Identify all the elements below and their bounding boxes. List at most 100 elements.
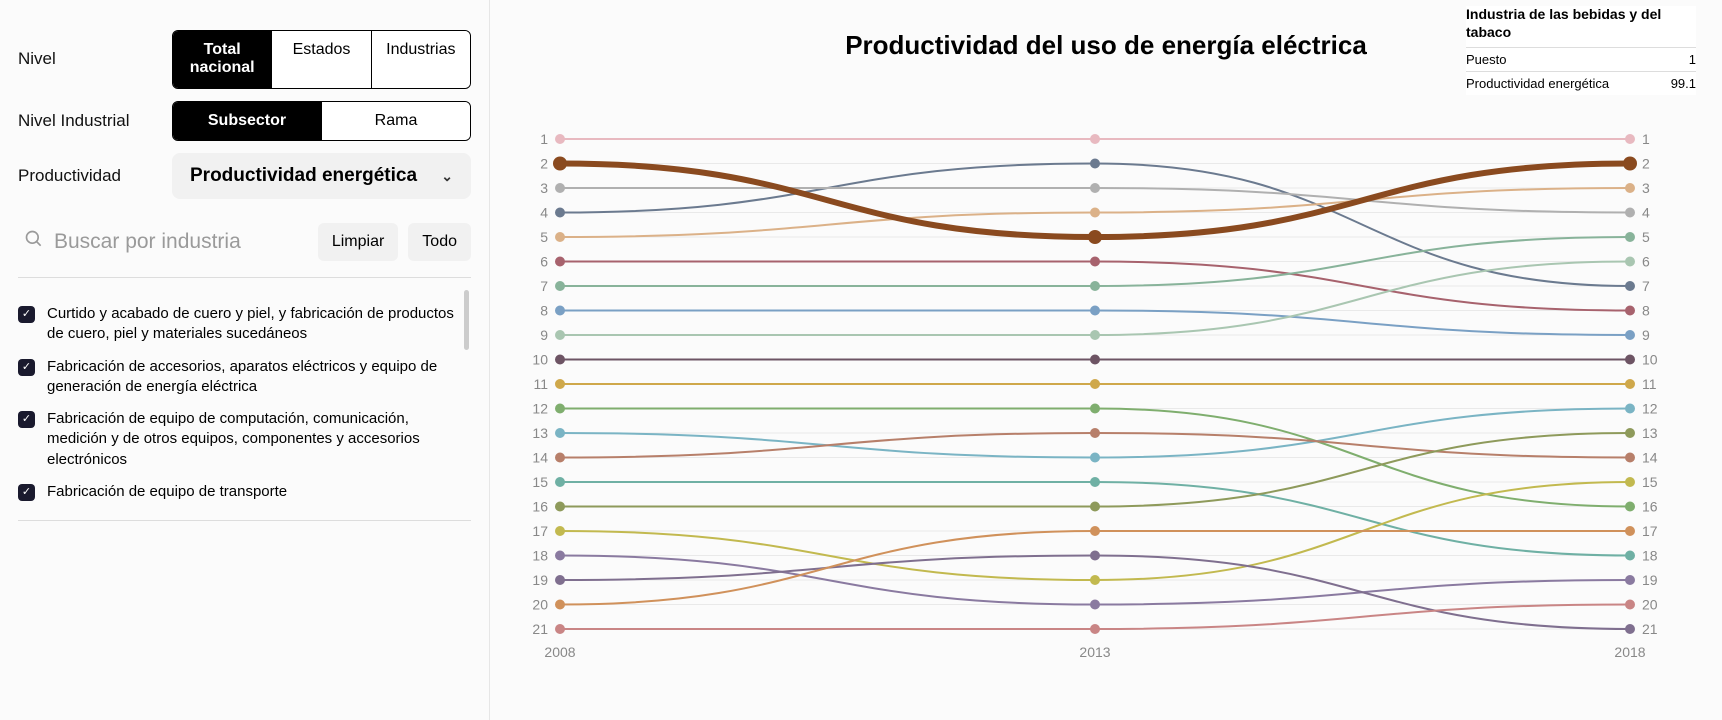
series-dot-12-1[interactable] xyxy=(1090,453,1100,463)
series-dot-15-1[interactable] xyxy=(1090,502,1100,512)
nivel-industrial-option-1[interactable]: Rama xyxy=(322,102,470,140)
series-dot-11-2[interactable] xyxy=(1625,502,1635,512)
series-dot-9-1[interactable] xyxy=(1090,355,1100,365)
limpiar-button[interactable]: Limpiar xyxy=(318,223,398,261)
industry-label-3: Fabricación de equipo de transporte xyxy=(47,482,287,502)
industry-item-1[interactable]: ✓ Fabricación de accesorios, aparatos elé… xyxy=(18,351,461,404)
series-dot-1-2[interactable] xyxy=(1623,157,1637,171)
series-dot-18-2[interactable] xyxy=(1625,624,1635,634)
svg-text:2: 2 xyxy=(1642,156,1650,172)
series-dot-5-0[interactable] xyxy=(555,257,565,267)
svg-text:12: 12 xyxy=(1642,401,1658,417)
industry-checkbox-2[interactable]: ✓ xyxy=(18,411,35,428)
series-dot-12-2[interactable] xyxy=(1625,404,1635,414)
series-dot-11-0[interactable] xyxy=(555,404,565,414)
industry-label-1: Fabricación de accesorios, aparatos eléc… xyxy=(47,357,461,398)
series-dot-5-2[interactable] xyxy=(1625,306,1635,316)
series-dot-6-1[interactable] xyxy=(1090,281,1100,291)
todo-button[interactable]: Todo xyxy=(408,223,471,261)
series-dot-20-0[interactable] xyxy=(555,624,565,634)
industry-item-0[interactable]: ✓Curtido y acabado de cuero y piel, y fa… xyxy=(18,298,461,351)
series-dot-19-1[interactable] xyxy=(1090,526,1100,536)
series-dot-12-0[interactable] xyxy=(555,428,565,438)
svg-text:2: 2 xyxy=(540,156,548,172)
series-dot-9-2[interactable] xyxy=(1625,355,1635,365)
industry-checkbox-3[interactable]: ✓ xyxy=(18,484,35,501)
industry-checkbox-1[interactable]: ✓ xyxy=(18,359,35,376)
series-dot-16-2[interactable] xyxy=(1625,477,1635,487)
series-dot-2-1[interactable] xyxy=(1090,159,1100,169)
series-line-8[interactable] xyxy=(560,262,1630,336)
series-dot-3-2[interactable] xyxy=(1625,208,1635,218)
series-dot-10-2[interactable] xyxy=(1625,379,1635,389)
productividad-dropdown[interactable]: Productividad energética ⌄ xyxy=(172,153,471,199)
series-line-14[interactable] xyxy=(560,482,1630,556)
series-dot-20-2[interactable] xyxy=(1625,600,1635,610)
series-dot-14-1[interactable] xyxy=(1090,477,1100,487)
series-dot-17-0[interactable] xyxy=(555,551,565,561)
series-dot-14-2[interactable] xyxy=(1625,551,1635,561)
productividad-value: Productividad energética xyxy=(190,165,417,187)
series-dot-8-2[interactable] xyxy=(1625,257,1635,267)
series-dot-4-2[interactable] xyxy=(1625,183,1635,193)
series-dot-8-0[interactable] xyxy=(555,330,565,340)
series-dot-7-1[interactable] xyxy=(1090,306,1100,316)
nivel-industrial-option-0[interactable]: Subsector xyxy=(173,102,322,140)
series-dot-5-1[interactable] xyxy=(1090,257,1100,267)
series-dot-18-0[interactable] xyxy=(555,575,565,585)
series-dot-14-0[interactable] xyxy=(555,477,565,487)
series-line-2[interactable] xyxy=(560,164,1630,287)
industry-checkbox-0[interactable]: ✓ xyxy=(18,306,35,323)
bump-chart[interactable]: 1122334455667788991010111112121313141415… xyxy=(510,69,1690,669)
series-dot-2-2[interactable] xyxy=(1625,281,1635,291)
svg-text:4: 4 xyxy=(1642,205,1650,221)
svg-text:2008: 2008 xyxy=(544,644,575,660)
series-dot-16-0[interactable] xyxy=(555,526,565,536)
series-dot-17-1[interactable] xyxy=(1090,600,1100,610)
series-dot-7-0[interactable] xyxy=(555,306,565,316)
series-line-1[interactable] xyxy=(560,164,1630,238)
series-dot-9-0[interactable] xyxy=(555,355,565,365)
nivel-option-2[interactable]: Industrias xyxy=(372,31,470,88)
series-dot-13-1[interactable] xyxy=(1090,428,1100,438)
svg-text:16: 16 xyxy=(532,499,548,515)
series-dot-17-2[interactable] xyxy=(1625,575,1635,585)
series-dot-3-0[interactable] xyxy=(555,183,565,193)
svg-text:13: 13 xyxy=(1642,425,1658,441)
series-dot-19-0[interactable] xyxy=(555,600,565,610)
series-dot-10-0[interactable] xyxy=(555,379,565,389)
series-dot-16-1[interactable] xyxy=(1090,575,1100,585)
svg-text:18: 18 xyxy=(1642,548,1658,564)
industry-list[interactable]: ✓Curtido y acabado de cuero y piel, y fa… xyxy=(18,298,471,521)
series-dot-3-1[interactable] xyxy=(1090,183,1100,193)
series-dot-1-0[interactable] xyxy=(553,157,567,171)
series-dot-4-0[interactable] xyxy=(555,232,565,242)
series-dot-15-0[interactable] xyxy=(555,502,565,512)
nivel-option-0[interactable]: Totalnacional xyxy=(173,31,272,88)
series-dot-10-1[interactable] xyxy=(1090,379,1100,389)
series-dot-6-0[interactable] xyxy=(555,281,565,291)
series-dot-8-1[interactable] xyxy=(1090,330,1100,340)
series-dot-13-2[interactable] xyxy=(1625,453,1635,463)
series-dot-15-2[interactable] xyxy=(1625,428,1635,438)
series-line-15[interactable] xyxy=(560,433,1630,507)
series-dot-11-1[interactable] xyxy=(1090,404,1100,414)
industry-item-2[interactable]: ✓Fabricación de equipo de computación, c… xyxy=(18,403,461,476)
series-dot-1-1[interactable] xyxy=(1088,230,1102,244)
series-dot-7-2[interactable] xyxy=(1625,330,1635,340)
series-dot-20-1[interactable] xyxy=(1090,624,1100,634)
industry-item-3[interactable]: ✓ Fabricación de equipo de transporte xyxy=(18,476,461,508)
series-dot-6-2[interactable] xyxy=(1625,232,1635,242)
series-dot-18-1[interactable] xyxy=(1090,551,1100,561)
series-dot-0-0[interactable] xyxy=(555,134,565,144)
series-dot-0-2[interactable] xyxy=(1625,134,1635,144)
search-input[interactable] xyxy=(54,230,302,254)
series-line-19[interactable] xyxy=(560,531,1630,605)
series-dot-19-2[interactable] xyxy=(1625,526,1635,536)
series-dot-0-1[interactable] xyxy=(1090,134,1100,144)
series-dot-4-1[interactable] xyxy=(1090,208,1100,218)
series-dot-13-0[interactable] xyxy=(555,453,565,463)
nivel-option-1[interactable]: Estados xyxy=(272,31,371,88)
scrollbar-thumb[interactable] xyxy=(464,290,469,350)
series-dot-2-0[interactable] xyxy=(555,208,565,218)
